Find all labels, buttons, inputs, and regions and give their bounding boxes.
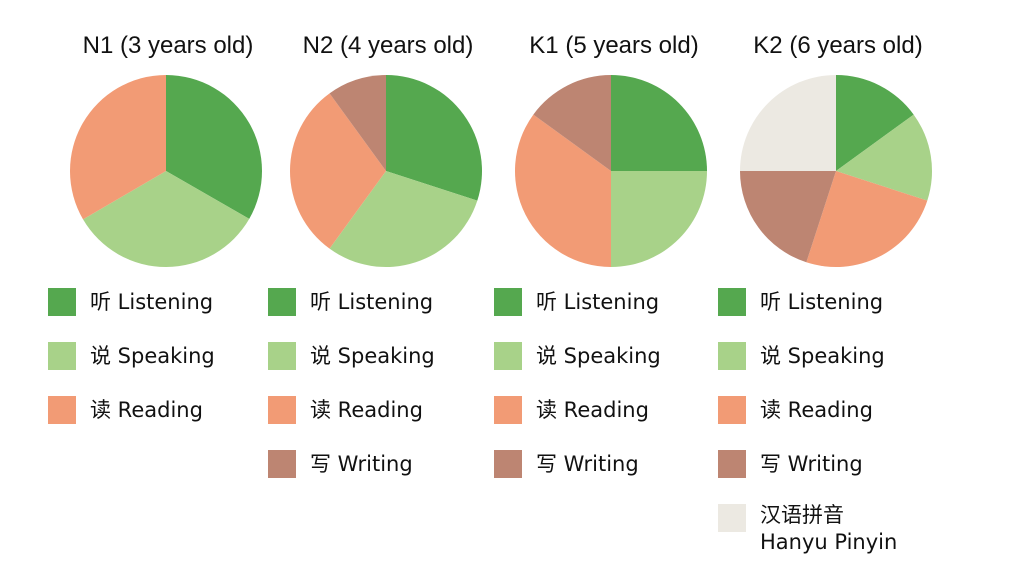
pie-slice-speaking [329,171,478,268]
legend-label: 说 Speaking [536,344,661,368]
legend-swatch [718,396,746,424]
legend-label: 读 Reading [90,398,203,422]
legend-swatch [268,396,296,424]
legend-label: 说 Speaking [760,344,885,368]
legend-swatch [268,288,296,316]
pie-slice-speaking [611,171,707,267]
legend-label: 说 Speaking [310,344,435,368]
pie-slice-listening [836,75,914,171]
pie-slice-writing [329,75,386,171]
chart-panel: N2 (4 years old) 听 Listening 说 Speaking 读 R… [268,0,508,580]
legend-swatch [494,450,522,478]
legend-label: 听 Listening [760,290,884,314]
chart-title: K1 (5 years old) [529,32,699,59]
pie-chart [289,75,482,268]
legend-label: 汉语拼音 Hanyu Pinyin [760,503,898,554]
legend-label: 读 Reading [310,398,423,422]
legend-swatch [718,450,746,478]
legend-swatch [718,342,746,370]
pie-slice-speaking [836,114,933,201]
pie-slice-listening [166,75,263,219]
chart-title: N1 (3 years old) [82,32,254,59]
legend-swatch [268,342,296,370]
chart-panel: K1 (5 years old) 听 Listening 说 Speaking 读 R… [494,0,734,580]
pie-slice-speaking [83,171,250,268]
legend-label: 读 Reading [760,398,873,422]
legend-label: 听 Listening [90,290,214,314]
chart-title: K2 (6 years old) [753,32,923,59]
legend-label: 写 Writing [536,452,639,476]
chart-title: N2 (4 years old) [302,32,474,59]
pie-slice-reading [514,114,611,267]
pie-chart [514,75,707,267]
legend-label: 写 Writing [760,452,863,476]
legend-swatch [494,396,522,424]
legend-swatch [718,504,746,532]
pie-slice-listening [386,75,482,201]
legend-swatch [48,288,76,316]
legend-label: 读 Reading [536,398,649,422]
pie-slice-listening [611,75,707,171]
pie-slice-reading [289,93,386,249]
legend-swatch [494,342,522,370]
pie-chart [69,75,263,268]
legend-swatch [718,288,746,316]
pie-slice-reading [69,75,166,220]
pie-slice-writing [533,75,611,171]
legend-label: 听 Listening [310,290,434,314]
legend-label: 听 Listening [536,290,660,314]
legend-swatch [268,450,296,478]
pie-slice-writing [740,171,836,263]
pie-slice-pinyin [740,75,836,171]
legend-swatch [48,342,76,370]
legend-label: 写 Writing [310,452,413,476]
pie-chart [740,75,933,267]
chart-panel: K2 (6 years old) 听 Listening 说 Speaking 读 R… [718,0,958,580]
legend-label: 说 Speaking [90,344,215,368]
chart-panel: N1 (3 years old) 听 Listening 说 Speaking 读 R… [48,0,288,580]
pie-slice-reading [806,171,928,267]
legend-swatch [494,288,522,316]
legend-swatch [48,396,76,424]
